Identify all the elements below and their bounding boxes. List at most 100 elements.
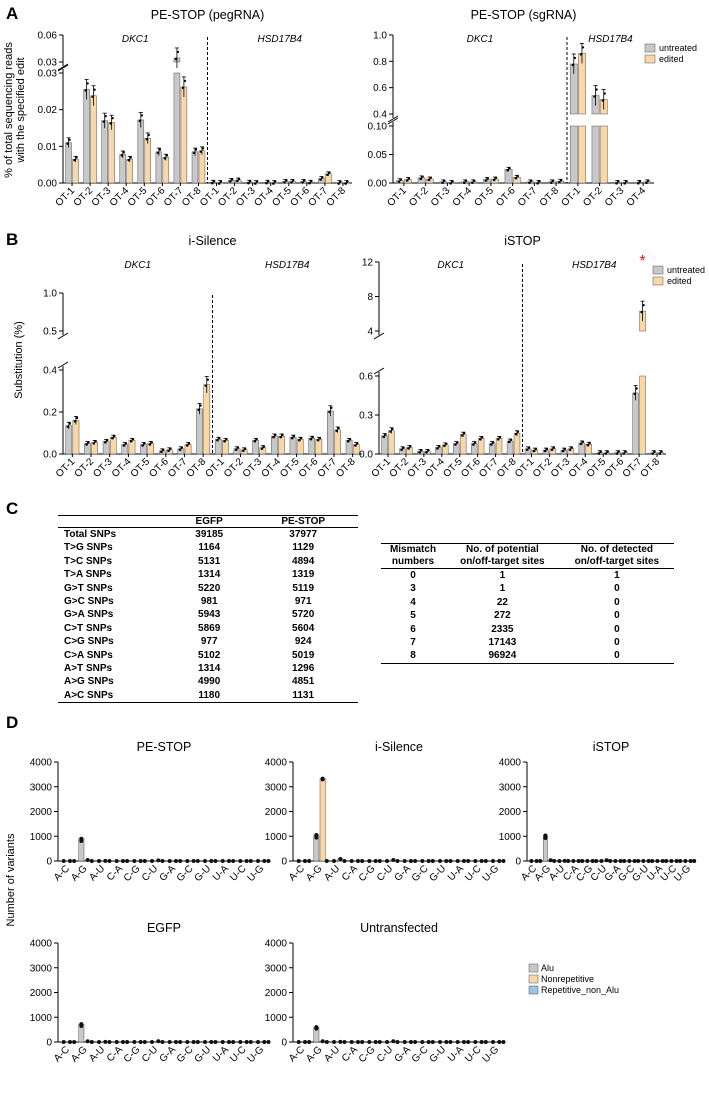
data-point <box>344 182 347 185</box>
data-point <box>158 148 162 151</box>
data-point <box>89 859 94 863</box>
data-point <box>103 858 108 863</box>
data-point <box>355 859 360 863</box>
data-point <box>321 176 324 179</box>
y-tick-label: 0.2 <box>43 408 57 419</box>
y-tick-label: 0.03 <box>38 69 58 80</box>
data-point <box>527 446 531 449</box>
data-point <box>651 452 654 455</box>
data-point <box>506 169 509 172</box>
data-point <box>617 180 620 183</box>
data-point <box>599 859 604 863</box>
data-point <box>165 154 169 157</box>
data-point <box>238 859 243 863</box>
x-tick-label: OT-2 <box>72 185 96 209</box>
snp-row-cell: 4851 <box>292 676 315 688</box>
data-point <box>486 177 489 180</box>
x-tick-label: OT-6 <box>297 456 321 480</box>
data-point <box>79 1023 84 1028</box>
chart-title: iSTOP <box>504 234 541 248</box>
y-tick-label: 0.06 <box>38 31 58 42</box>
x-tick-label: A-C <box>287 863 307 883</box>
y-tick-label: 0 <box>281 1038 287 1049</box>
data-point <box>310 179 313 183</box>
data-point <box>601 99 604 102</box>
data-point <box>316 439 320 442</box>
mismatch-row: 4 22 0 <box>381 596 674 609</box>
snp-row-cell: 5019 <box>292 649 315 661</box>
bar-untreated <box>101 120 108 184</box>
snp-table: EGFP PE-STOP Total SNPs 39185 37977 T>G SNP… <box>58 515 358 703</box>
x-tick-label: OT-1 <box>513 456 537 480</box>
y-tick-label: 4000 <box>265 939 288 950</box>
data-point <box>290 437 294 440</box>
data-point <box>314 835 319 840</box>
data-point <box>413 1040 418 1044</box>
snp-row: G>C SNPs 981 971 <box>58 595 358 608</box>
data-point <box>354 444 357 447</box>
data-point <box>623 182 626 185</box>
axis-break-mark <box>57 64 69 72</box>
y-tick-label: 0.4 <box>373 110 387 121</box>
data-point <box>585 859 590 863</box>
bar-edited <box>180 86 188 184</box>
mismatch-row: 7 17143 0 <box>381 636 674 649</box>
data-point <box>183 79 187 83</box>
data-point <box>443 179 446 182</box>
significance-star: * <box>639 253 645 270</box>
data-point <box>279 435 282 439</box>
gene-label: HSD17B4 <box>572 260 617 271</box>
data-point <box>444 859 449 863</box>
mismatch-row-cell: 0 <box>614 637 620 649</box>
data-point <box>456 441 459 444</box>
data-point <box>615 452 618 455</box>
bar-untreated <box>196 408 203 455</box>
data-point <box>219 180 223 183</box>
data-point <box>156 858 161 863</box>
data-point <box>203 859 208 863</box>
y-tick-label: 0.02 <box>38 105 58 116</box>
x-tick-label: U-G <box>246 1044 267 1065</box>
x-tick-label: A-G <box>69 863 90 884</box>
data-point <box>302 859 307 863</box>
bar-untreated <box>83 89 90 184</box>
data-point <box>309 438 312 441</box>
data-point <box>617 450 620 453</box>
bar-edited <box>477 438 485 455</box>
x-tick-label: A-U <box>87 1044 107 1064</box>
data-point <box>142 1040 147 1044</box>
data-point <box>124 442 128 445</box>
data-point <box>338 1039 343 1044</box>
data-point <box>213 859 218 863</box>
data-point <box>226 1040 231 1044</box>
subplot-title: iSTOP <box>593 740 630 754</box>
data-point <box>570 446 574 449</box>
data-point <box>407 177 411 180</box>
data-point <box>650 859 655 863</box>
data-point <box>532 449 536 453</box>
legend-label: Alu <box>541 963 554 973</box>
snp-row-cell: C>A SNPs <box>64 649 113 661</box>
data-point <box>580 859 585 863</box>
data-point <box>107 859 112 863</box>
data-point <box>66 425 69 428</box>
bar-edited <box>162 157 170 184</box>
data-point <box>61 859 66 863</box>
data-point <box>636 182 640 185</box>
data-point <box>218 436 221 440</box>
data-point <box>216 439 219 442</box>
data-point <box>419 177 422 181</box>
snp-row-cell: A>C SNPs <box>64 689 114 701</box>
x-tick-label: U-C <box>463 1044 483 1064</box>
data-point <box>455 859 460 863</box>
data-point <box>348 437 352 441</box>
x-tick-label: OT-1 <box>385 185 409 209</box>
data-point <box>111 437 114 440</box>
data-point <box>420 859 425 863</box>
data-point <box>140 114 144 117</box>
x-tick-label: OT-4 <box>625 185 649 209</box>
data-point <box>492 178 496 182</box>
data-point <box>302 1040 307 1044</box>
data-point <box>318 436 322 440</box>
y-tick-label: 0.5 <box>43 327 57 338</box>
